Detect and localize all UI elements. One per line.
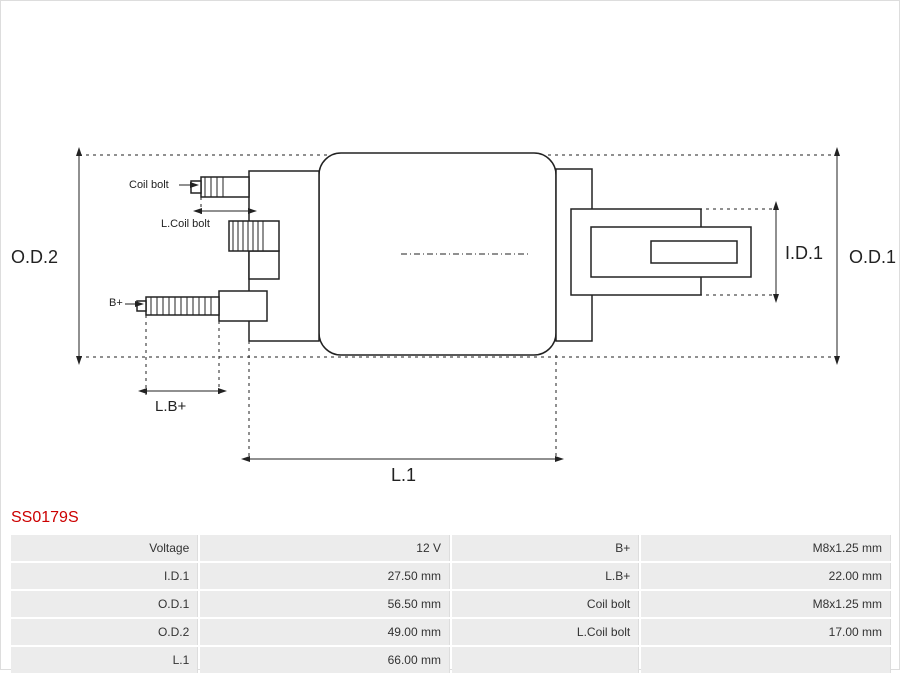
spec-key: B+ bbox=[452, 535, 639, 561]
spec-value: 49.00 mm bbox=[200, 619, 450, 645]
spec-key: L.1 bbox=[11, 647, 198, 673]
spec-key: Coil bolt bbox=[452, 591, 639, 617]
spec-value: 56.50 mm bbox=[200, 591, 450, 617]
spec-value: 27.50 mm bbox=[200, 563, 450, 589]
label-l-coil-bolt: L.Coil bolt bbox=[161, 218, 210, 230]
label-l1: L.1 bbox=[391, 465, 416, 485]
table-row: I.D.127.50 mmL.B+22.00 mm bbox=[11, 563, 891, 589]
page: O.D.2 O.D.1 I.D.1 Coil bolt bbox=[0, 0, 900, 670]
table-row: L.166.00 mm bbox=[11, 647, 891, 673]
spec-key: Voltage bbox=[11, 535, 198, 561]
label-id1: I.D.1 bbox=[785, 243, 823, 263]
spec-value bbox=[641, 647, 891, 673]
spec-value: 12 V bbox=[200, 535, 450, 561]
table-row: Voltage12 VB+M8x1.25 mm bbox=[11, 535, 891, 561]
label-b-plus: B+ bbox=[109, 297, 123, 309]
spec-value: M8x1.25 mm bbox=[641, 535, 891, 561]
spec-key: L.B+ bbox=[452, 563, 639, 589]
spec-key: O.D.1 bbox=[11, 591, 198, 617]
label-od2: O.D.2 bbox=[11, 247, 58, 267]
label-od1: O.D.1 bbox=[849, 247, 896, 267]
part-number: SS0179S bbox=[11, 509, 79, 527]
label-coil-bolt: Coil bolt bbox=[129, 179, 169, 191]
spec-key: I.D.1 bbox=[11, 563, 198, 589]
spec-value: M8x1.25 mm bbox=[641, 591, 891, 617]
table-row: O.D.156.50 mmCoil boltM8x1.25 mm bbox=[11, 591, 891, 617]
spec-key bbox=[452, 647, 639, 673]
spec-value: 17.00 mm bbox=[641, 619, 891, 645]
label-lb-plus: L.B+ bbox=[155, 398, 187, 415]
table-row: O.D.249.00 mmL.Coil bolt17.00 mm bbox=[11, 619, 891, 645]
spec-table-body: Voltage12 VB+M8x1.25 mmI.D.127.50 mmL.B+… bbox=[11, 535, 891, 673]
technical-drawing: O.D.2 O.D.1 I.D.1 Coil bolt bbox=[1, 1, 900, 501]
spec-table: Voltage12 VB+M8x1.25 mmI.D.127.50 mmL.B+… bbox=[9, 533, 893, 675]
spec-key: L.Coil bolt bbox=[452, 619, 639, 645]
spec-value: 66.00 mm bbox=[200, 647, 450, 673]
spec-key: O.D.2 bbox=[11, 619, 198, 645]
spec-value: 22.00 mm bbox=[641, 563, 891, 589]
